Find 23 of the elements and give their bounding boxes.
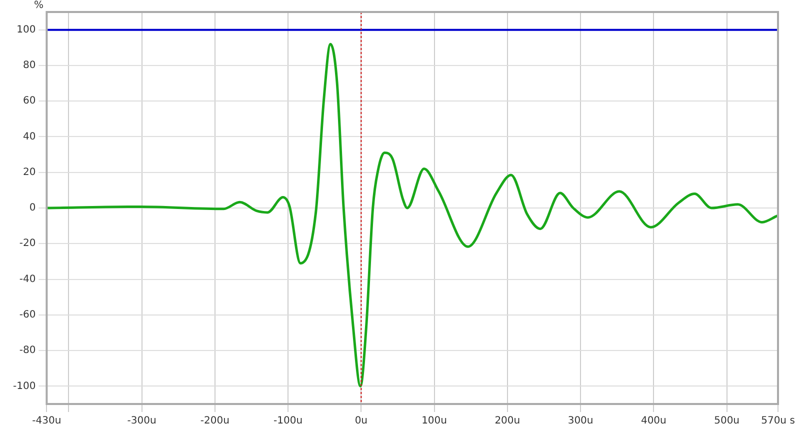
x-tick-label: 200u [494, 416, 520, 427]
y-axis-title: % [34, 0, 44, 11]
x-tick-label: -300u [127, 416, 156, 427]
y-tick-label: 0 [29, 202, 36, 214]
y-tick-label: -100 [12, 380, 36, 392]
x-tick-label: 400u [640, 416, 666, 427]
y-tick-label: 80 [22, 60, 36, 72]
x-tick-label: -100u [274, 416, 303, 427]
y-tick-label: 20 [22, 166, 36, 178]
x-tick-label: -430u [32, 416, 62, 427]
y-tick-label: 60 [22, 96, 36, 107]
x-tick-label: 570u s [761, 416, 795, 427]
y-tick-label: 40 [22, 131, 36, 142]
x-tick-label: -200u [200, 416, 230, 427]
x-tick-label: 0u [354, 416, 368, 427]
y-tick-label: -80 [19, 345, 36, 356]
y-tick-label: -40 [19, 274, 36, 285]
y-tick-label: -20 [19, 238, 36, 250]
y-tick-label: -60 [19, 310, 36, 321]
x-tick-label: 100u [422, 416, 448, 427]
x-tick-label: 500u [714, 416, 740, 427]
y-tick-label: 100 [16, 24, 36, 36]
x-tick-label: 300u [568, 416, 594, 427]
